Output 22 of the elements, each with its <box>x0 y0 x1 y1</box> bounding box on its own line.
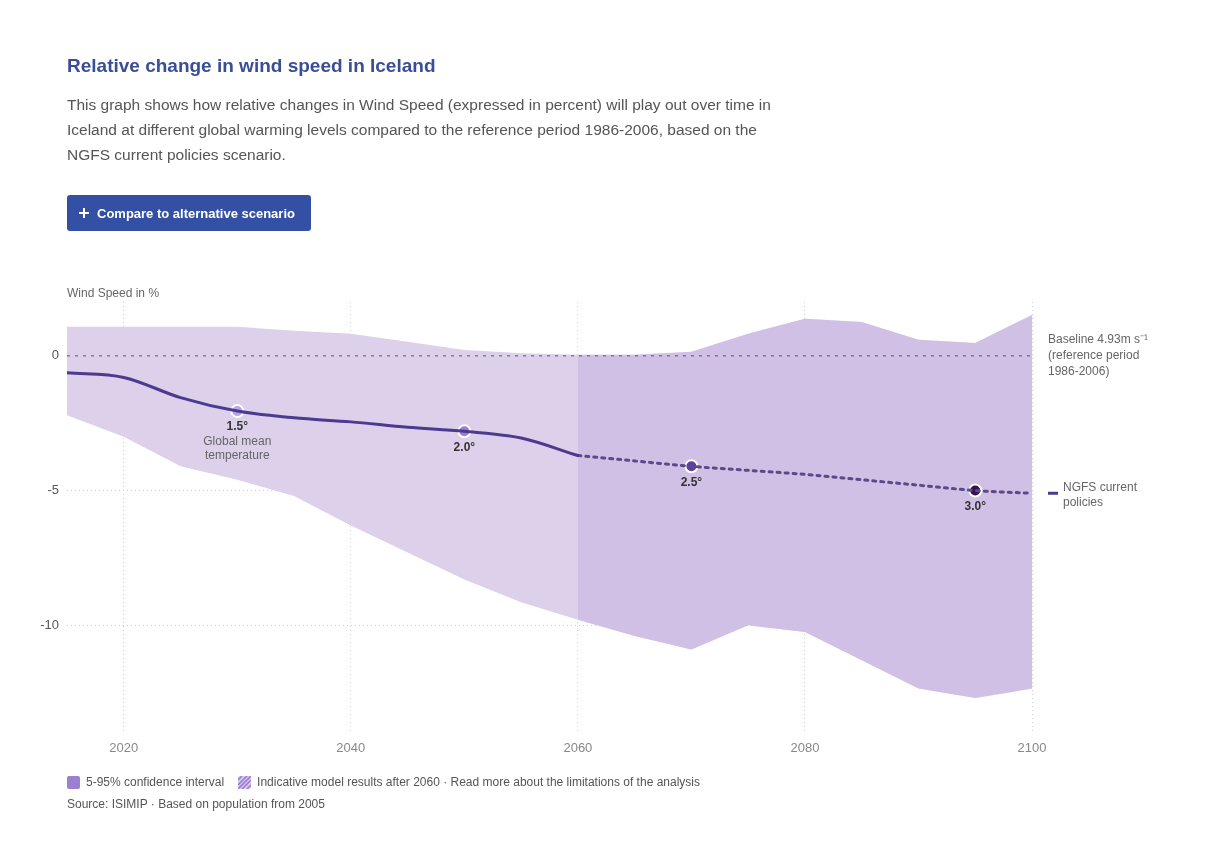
x-tick-label: 2100 <box>1017 740 1047 756</box>
x-tick-label: 2060 <box>563 740 593 756</box>
y-tick-label: -10 <box>40 616 59 632</box>
chart-subtitle: This graph shows how relative changes in Wind Speed (expressed in percent) will play out over time in Iceland at different global warming levels compared to the reference period 1986-2006, based on the NGFS current policies scenario. <box>67 95 772 165</box>
x-tick-label: 2080 <box>790 740 820 756</box>
chart-title: Relative change in wind speed in Iceland <box>67 55 436 77</box>
legend-label: NGFS current policies <box>1063 479 1138 509</box>
annotation: 1.5° <box>226 419 249 434</box>
x-tick-label: 2040 <box>336 740 366 756</box>
annotation: 2.0° <box>453 439 476 454</box>
ref-line-label: Baseline 4.93m s⁻¹ (reference period 1986-2006) <box>1048 332 1149 379</box>
y-tick-label: 0 <box>51 347 59 363</box>
annotation: Global mean temperature <box>203 434 272 463</box>
annotation: 3.0° <box>964 498 987 513</box>
y-tick-label: -5 <box>47 482 59 498</box>
y-axis-title: Wind Speed in % <box>67 286 160 301</box>
x-tick-label: 2020 <box>109 740 139 756</box>
legend-label: Indicative model results after 2060 · Read more about the limitations of the analysis <box>257 775 700 789</box>
text: 5-95% confidence interval <box>86 775 225 789</box>
source-note: Source: ISIMIP · Based on population from 2005 <box>67 797 325 811</box>
text: Compare to alternative scenario <box>97 205 295 221</box>
annotation: 2.5° <box>680 474 703 489</box>
